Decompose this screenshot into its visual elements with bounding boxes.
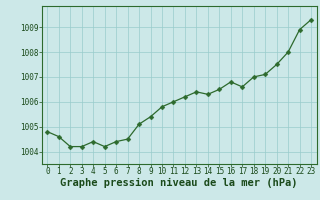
X-axis label: Graphe pression niveau de la mer (hPa): Graphe pression niveau de la mer (hPa): [60, 178, 298, 188]
